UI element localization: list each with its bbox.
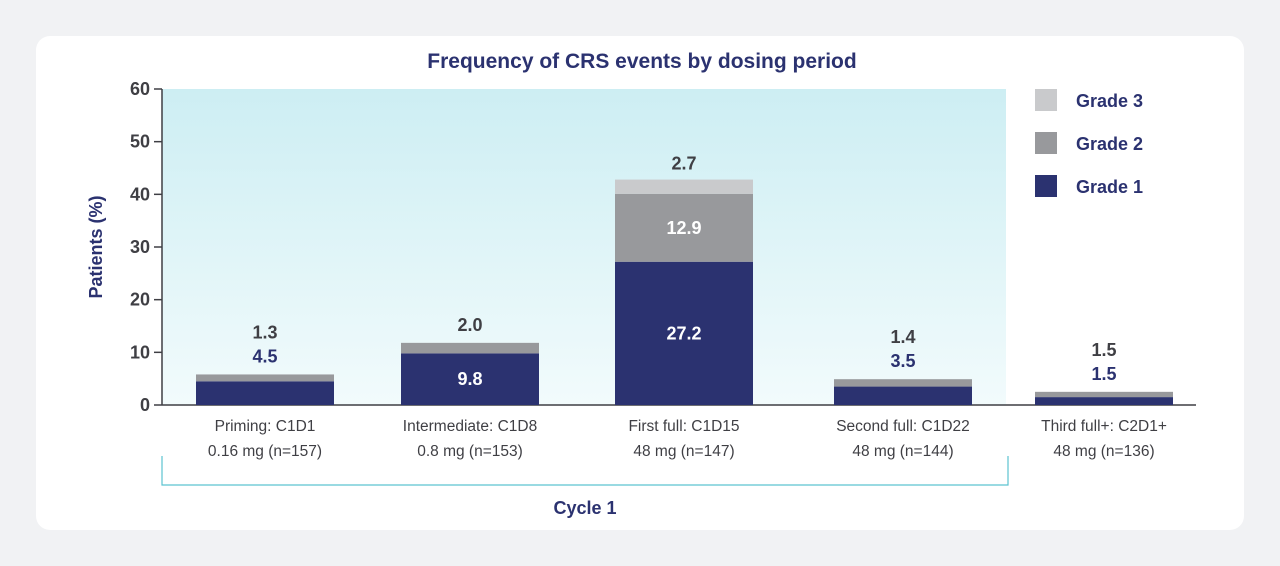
category-label: Priming: C1D1	[215, 418, 316, 435]
bars: 4.5 1.3 9.8 2.0 27.2 12.9 2.7 3.5 1.4 1.5 1.5	[196, 154, 1173, 405]
data-label-grade-2: 1.5	[1091, 340, 1116, 360]
legend: Grade 3 Grade 2 Grade 1	[1035, 89, 1143, 197]
data-label-grade-1: 4.5	[252, 346, 277, 366]
chart-card: Frequency of CRS events by dosing period…	[36, 36, 1244, 530]
data-label-grade-3: 2.7	[671, 154, 696, 174]
legend-label: Grade 1	[1076, 177, 1143, 197]
bar-segment-grade-2	[401, 342, 539, 354]
category-label: First full: C1D15	[628, 418, 739, 435]
data-label-grade-2: 2.0	[457, 315, 482, 335]
data-label-grade-1: 27.2	[666, 323, 701, 343]
category-sublabel: 0.16 mg (n=157)	[208, 443, 322, 460]
data-label-grade-1: 3.5	[890, 351, 915, 371]
legend-swatch	[1035, 132, 1057, 154]
y-tick-label: 50	[130, 132, 150, 152]
bar-segment-grade-1	[196, 381, 334, 405]
category-sublabel: 48 mg (n=147)	[633, 443, 734, 460]
legend-label: Grade 3	[1076, 91, 1143, 111]
bracket-line	[161, 456, 1009, 486]
y-tick-label: 40	[130, 184, 150, 204]
data-label-grade-1: 9.8	[457, 369, 482, 389]
plot-background	[162, 89, 1006, 405]
category-label: Third full+: C2D1+	[1041, 418, 1167, 435]
bar-segment-grade-1	[1035, 397, 1173, 405]
category-label: Second full: C1D22	[836, 418, 970, 435]
data-label-grade-2: 1.3	[252, 322, 277, 342]
category-sublabel: 48 mg (n=144)	[852, 443, 953, 460]
chart-title: Frequency of CRS events by dosing period	[427, 50, 856, 73]
axes: 0 10 20 30 40 50 60	[130, 79, 1196, 415]
y-tick-label: 10	[130, 342, 150, 362]
cycle-bracket: Cycle 1	[161, 456, 1009, 518]
y-tick-label: 30	[130, 237, 150, 257]
y-tick-label: 0	[140, 395, 150, 415]
bracket-label: Cycle 1	[553, 498, 616, 518]
crs-bar-chart: Frequency of CRS events by dosing period…	[86, 50, 1196, 518]
bar-segment-grade-2	[1035, 391, 1173, 398]
x-axis-labels: Priming: C1D1 0.16 mg (n=157) Intermediate…	[208, 418, 1167, 460]
y-tick-label: 60	[130, 79, 150, 99]
bar-segment-grade-1	[615, 261, 753, 405]
bar-segment-grade-1	[401, 353, 539, 405]
bar-segment-grade-3	[615, 179, 753, 194]
y-tick-label: 20	[130, 290, 150, 310]
bar-segment-grade-1	[834, 386, 972, 405]
bar-segment-grade-2	[615, 193, 753, 262]
legend-label: Grade 2	[1076, 134, 1143, 154]
category-label: Intermediate: C1D8	[403, 418, 537, 435]
data-label-grade-1: 1.5	[1091, 364, 1116, 384]
legend-swatch	[1035, 175, 1057, 197]
category-sublabel: 0.8 mg (n=153)	[417, 443, 523, 460]
data-label-grade-2: 12.9	[666, 218, 701, 238]
legend-swatch	[1035, 89, 1057, 111]
data-label-grade-2: 1.4	[890, 327, 915, 347]
category-sublabel: 48 mg (n=136)	[1053, 443, 1154, 460]
bar-segment-grade-2	[196, 374, 334, 382]
bar-segment-grade-2	[834, 379, 972, 387]
y-axis-label: Patients (%)	[86, 195, 106, 298]
